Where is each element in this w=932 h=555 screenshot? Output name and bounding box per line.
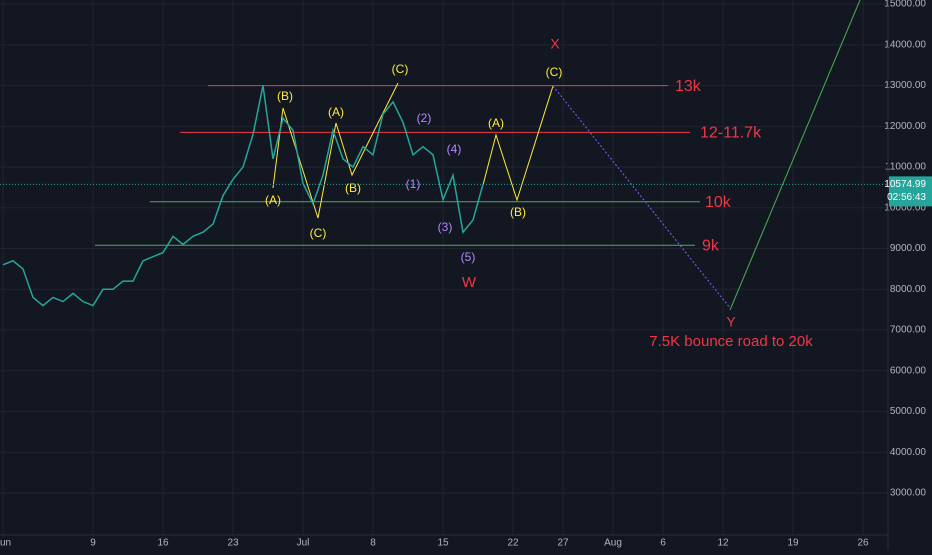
y-tick-label: 7000.00 xyxy=(890,325,927,336)
x-tick-label: 6 xyxy=(660,538,666,549)
y-tick-label: 12000.00 xyxy=(884,121,926,132)
annotation: (1) xyxy=(406,177,421,191)
projection-line xyxy=(482,85,554,202)
annotation: 7.5K bounce road to 20k xyxy=(649,333,813,350)
annotation: (3) xyxy=(438,220,453,234)
level-label: 9k xyxy=(702,238,720,255)
annotation: (4) xyxy=(447,142,462,156)
annotation: (A) xyxy=(488,116,504,130)
annotation: (A) xyxy=(265,193,281,207)
level-label: 12-11.7k xyxy=(700,125,762,142)
annotation: (C) xyxy=(392,62,409,76)
x-tick-label: 12 xyxy=(717,538,729,549)
annotation: (B) xyxy=(345,181,361,195)
x-tick-label: 26 xyxy=(857,538,869,549)
x-tick-label: 15 xyxy=(437,538,449,549)
countdown-label: 02:56:43 xyxy=(887,192,926,203)
x-tick-label: 19 xyxy=(787,538,799,549)
annotation: (C) xyxy=(310,226,327,240)
annotation: Y xyxy=(726,314,736,330)
annotation: (5) xyxy=(461,250,476,264)
y-tick-label: 11000.00 xyxy=(885,162,926,173)
annotation: (A) xyxy=(328,105,344,119)
annotation: (B) xyxy=(510,205,526,219)
x-tick-label: 23 xyxy=(227,538,239,549)
last-price-box xyxy=(889,176,932,207)
annotation: X xyxy=(550,36,560,52)
x-tick-label: 22 xyxy=(507,538,519,549)
x-tick-label: Jun xyxy=(0,538,11,549)
y-tick-label: 4000.00 xyxy=(890,447,927,458)
y-tick-label: 9000.00 xyxy=(890,243,927,254)
x-tick-label: Aug xyxy=(604,538,622,549)
projection-line xyxy=(552,85,731,309)
annotation: (2) xyxy=(417,111,432,125)
y-tick-label: 10000.00 xyxy=(884,202,926,213)
y-tick-label: 13000.00 xyxy=(884,80,926,91)
annotation: (C) xyxy=(546,65,563,79)
annotation: W xyxy=(462,274,477,291)
price-line xyxy=(2,85,484,307)
y-tick-label: 3000.00 xyxy=(890,488,927,499)
x-tick-label: 16 xyxy=(157,538,169,549)
y-tick-label: 15000.00 xyxy=(884,0,926,10)
x-tick-label: 8 xyxy=(370,538,376,549)
y-tick-label: 6000.00 xyxy=(890,365,927,376)
level-label: 10k xyxy=(705,194,732,211)
last-price-label: 10574.99 xyxy=(884,179,926,190)
projection-line xyxy=(729,0,861,311)
level-label: 13k xyxy=(675,78,702,95)
y-tick-label: 8000.00 xyxy=(890,284,927,295)
x-tick-label: Jul xyxy=(297,538,310,549)
annotation: (B) xyxy=(277,89,293,103)
x-tick-label: 9 xyxy=(90,538,96,549)
y-tick-label: 14000.00 xyxy=(884,39,926,50)
y-tick-label: 5000.00 xyxy=(890,406,927,417)
wave-line xyxy=(272,82,399,219)
x-tick-label: 27 xyxy=(557,538,569,549)
